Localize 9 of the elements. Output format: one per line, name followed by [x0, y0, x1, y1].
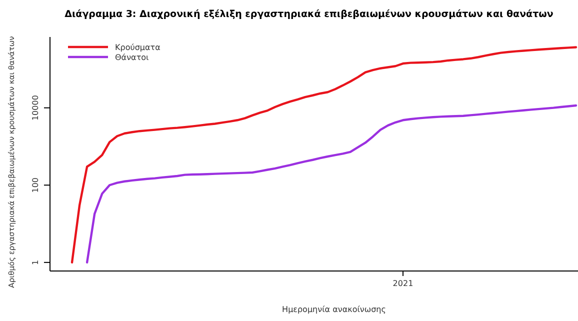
x-axis-title: Ημερομηνία ανακοίνωσης [282, 305, 386, 314]
line-series [86, 104, 578, 264]
x-tick-label: 2021 [392, 279, 414, 288]
legend-label: Θάνατοι [115, 53, 150, 62]
legend-label: Κρούσματα [115, 43, 160, 52]
y-tick-label: 1 [31, 260, 40, 265]
y-tick-label: 100 [31, 177, 40, 193]
y-tick-label: 10000 [31, 95, 40, 121]
chart-title: Διάγραμμα 3: Διαχρονική εξέλιξη εργαστηριακά επιβεβαιωμένων κρουσμάτων και θανάτων [64, 9, 554, 20]
